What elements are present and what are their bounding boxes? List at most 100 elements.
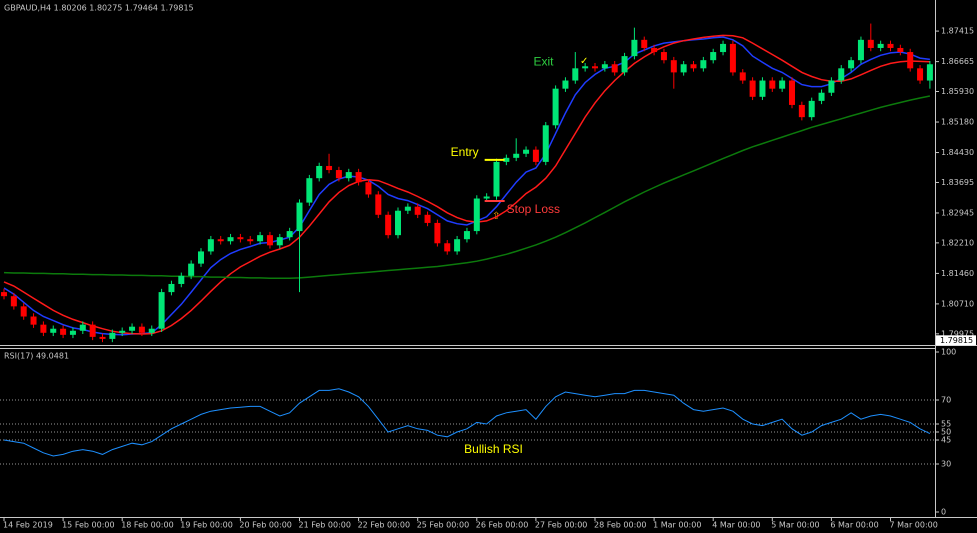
candle-body <box>227 237 234 242</box>
x-tick-label: 1 Mar 00:00 <box>653 521 701 530</box>
candle-body <box>483 196 490 199</box>
candle-body <box>887 43 894 48</box>
candle-body <box>129 326 136 331</box>
y-tick-label: 100 <box>941 348 956 357</box>
candle-body <box>503 157 510 162</box>
candle-body <box>168 283 175 293</box>
y-tick-label: 55 <box>941 420 951 429</box>
candle-body <box>828 80 835 93</box>
x-tick-label: 25 Feb 00:00 <box>417 521 469 530</box>
candle-body <box>818 92 825 101</box>
candle-body <box>69 330 76 335</box>
candle-body <box>651 47 658 53</box>
candle-body <box>207 239 214 252</box>
x-tick-label: 28 Feb 00:00 <box>594 521 646 530</box>
y-tick-label: 1.82945 <box>941 208 974 217</box>
candle-body <box>592 66 598 69</box>
candle-body <box>60 328 67 335</box>
candle-body <box>276 237 283 246</box>
candle-body <box>926 64 933 81</box>
candle-body <box>867 39 874 48</box>
candle-body <box>355 172 362 183</box>
candle-body <box>621 56 628 73</box>
candle-body <box>20 306 27 317</box>
candle-body <box>848 60 855 69</box>
candle-body <box>247 239 254 242</box>
candle-body <box>178 275 185 284</box>
candle-body <box>188 263 195 276</box>
check-icon: ✓ <box>580 56 588 67</box>
candle-body <box>838 68 845 81</box>
x-tick-label: 5 Mar 00:00 <box>771 521 819 530</box>
candle-body <box>404 206 411 211</box>
y-tick-label: 1.82210 <box>941 238 974 247</box>
candle-body <box>385 214 392 236</box>
y-tick-label: 1.83695 <box>941 178 974 187</box>
y-tick-label: 30 <box>941 460 951 469</box>
candle-body <box>79 324 86 331</box>
candle-body <box>326 165 333 171</box>
annotation: Exit <box>533 54 554 68</box>
candle-body <box>473 198 480 232</box>
candle-body <box>50 328 57 333</box>
candle-body <box>335 170 342 179</box>
candle-body <box>532 149 539 162</box>
candle-body <box>395 210 401 236</box>
x-tick-label: 27 Feb 00:00 <box>535 521 587 530</box>
candle-body <box>1 292 7 297</box>
candle-body <box>798 104 805 118</box>
candle-body <box>710 52 717 61</box>
candle-body <box>670 60 677 73</box>
candle-body <box>680 64 687 73</box>
price-label-box <box>936 335 976 346</box>
candle-body <box>582 66 589 69</box>
y-tick-label: 1.81460 <box>941 269 974 278</box>
candle-body <box>749 80 756 97</box>
candle-body <box>523 149 530 154</box>
x-tick-label: 6 Mar 00:00 <box>830 521 878 530</box>
candle-body <box>542 125 549 162</box>
x-tick-label: 14 Feb 2019 <box>3 521 53 530</box>
candle-body <box>434 222 441 244</box>
candle-body <box>917 68 924 81</box>
candle-body <box>611 64 618 73</box>
x-tick-label: 21 Feb 00:00 <box>299 521 351 530</box>
candle-body <box>769 80 776 89</box>
candle-body <box>414 206 421 215</box>
candle-body <box>808 100 815 118</box>
candle-body <box>729 43 736 73</box>
candle-body <box>99 336 106 339</box>
candle-body <box>562 80 569 89</box>
candle-body <box>148 328 155 333</box>
candle-body <box>660 52 667 61</box>
price-label: 1.79815 <box>940 336 973 345</box>
candle-body <box>345 172 352 179</box>
x-tick-label: 26 Feb 00:00 <box>476 521 528 530</box>
y-tick-label: 1.86665 <box>941 57 974 66</box>
candle-body <box>720 43 727 53</box>
x-tick-label: 22 Feb 00:00 <box>358 521 410 530</box>
x-tick-label: 19 Feb 00:00 <box>180 521 232 530</box>
y-tick-label: 70 <box>941 396 951 405</box>
candle-body <box>690 64 697 69</box>
candle-body <box>257 235 264 242</box>
candle-body <box>572 68 579 81</box>
candle-body <box>40 324 47 333</box>
y-tick-label: 45 <box>941 436 951 445</box>
candle-body <box>631 39 638 57</box>
candle-body <box>641 39 648 48</box>
annotation: Stop Loss <box>507 202 560 216</box>
candle-body <box>217 239 224 242</box>
candle-body <box>700 60 707 69</box>
candle-body <box>286 231 293 238</box>
annotation: Bullish RSI <box>464 442 523 456</box>
candle-body <box>444 243 451 252</box>
y-tick-label: 50 <box>941 428 951 437</box>
y-tick-label: 1.80710 <box>941 299 974 308</box>
candle-body <box>158 292 165 329</box>
y-tick-label: 1.87415 <box>941 27 974 36</box>
chart-title: GBPAUD,H4 1.80206 1.80275 1.79464 1.7981… <box>4 4 194 13</box>
